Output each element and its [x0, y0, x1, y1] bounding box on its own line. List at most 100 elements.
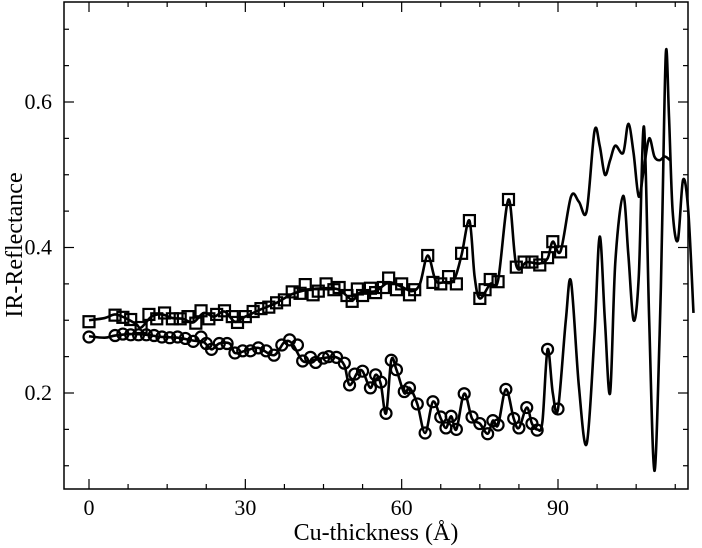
- x-tick-label: 60: [391, 495, 413, 520]
- data-point-square: [142, 307, 156, 322]
- y-tick-label: 0.2: [25, 380, 53, 405]
- data-point-circle: [355, 364, 370, 378]
- data-point-square: [246, 304, 260, 319]
- data-point-square: [298, 278, 312, 292]
- data-point-circle: [481, 427, 495, 441]
- data-point-square: [165, 312, 179, 326]
- data-point-square: [124, 312, 138, 327]
- data-point-circle: [402, 381, 417, 395]
- data-point-square: [285, 285, 299, 299]
- data-point-circle: [342, 378, 357, 392]
- data-point-circle: [444, 409, 458, 423]
- data-point-circle: [108, 328, 122, 343]
- series-lines: [88, 48, 695, 473]
- y-axis-title: IR-Reflectance: [2, 172, 28, 317]
- data-point-square: [277, 293, 292, 307]
- data-point-circle: [410, 397, 424, 411]
- data-point-circle: [551, 402, 565, 416]
- data-point-square: [426, 275, 440, 290]
- data-point-square: [202, 312, 216, 326]
- y-tick-label: 0.6: [25, 89, 53, 114]
- data-point-circle: [379, 406, 393, 420]
- data-point-circle: [220, 336, 234, 351]
- data-point-circle: [296, 354, 310, 368]
- data-point-circle: [363, 381, 377, 395]
- data-point-square: [540, 251, 555, 265]
- data-point-circle: [473, 416, 487, 431]
- data-point-circle: [499, 382, 513, 396]
- data-point-square: [491, 275, 505, 289]
- data-point-circle: [116, 327, 130, 341]
- x-tick-label: 30: [234, 495, 256, 520]
- data-point-square: [210, 307, 224, 322]
- data-point-circle: [520, 400, 534, 415]
- data-point-circle: [212, 336, 226, 351]
- data-point-circle: [124, 328, 138, 342]
- data-point-square: [533, 258, 547, 272]
- series-markers: [82, 192, 568, 441]
- data-point-square: [194, 304, 208, 318]
- data-point-square: [254, 302, 268, 316]
- data-point-circle: [170, 330, 185, 344]
- data-point-square: [270, 296, 284, 310]
- series-line-circle: [88, 48, 695, 473]
- axis-tick-labels: 0 30 60 90 0.2 0.4 0.6: [25, 89, 570, 520]
- data-point-square: [501, 192, 516, 207]
- data-point-square: [355, 288, 370, 303]
- data-point-square: [434, 277, 448, 291]
- data-point-circle: [178, 331, 193, 346]
- data-point-square: [332, 280, 346, 295]
- data-point-square: [108, 308, 122, 322]
- data-point-square: [421, 248, 435, 263]
- y-tick-label: 0.4: [25, 235, 53, 260]
- plot-frame: [63, 1, 689, 490]
- data-point-square: [483, 272, 497, 287]
- data-point-square: [462, 213, 477, 228]
- data-point-circle: [139, 328, 153, 342]
- data-point-circle: [457, 387, 471, 401]
- data-point-square: [408, 283, 422, 297]
- data-point-circle: [374, 375, 388, 389]
- data-point-circle: [290, 338, 305, 352]
- data-point-square: [262, 300, 276, 314]
- x-axis-title: Cu-thickness (Å): [294, 520, 459, 546]
- axis-ticks: [64, 2, 688, 489]
- data-point-square: [441, 270, 456, 284]
- data-point-square: [82, 315, 96, 329]
- data-point-square: [554, 245, 568, 259]
- data-point-circle: [251, 341, 265, 355]
- data-point-circle: [131, 328, 146, 342]
- data-point-circle: [155, 330, 169, 344]
- data-point-square: [454, 246, 469, 260]
- x-tick-label: 90: [547, 495, 569, 520]
- data-point-circle: [426, 395, 440, 409]
- data-point-circle: [163, 331, 177, 345]
- data-point-circle: [228, 346, 242, 360]
- data-point-square: [395, 277, 409, 291]
- data-point-circle: [236, 344, 250, 358]
- data-point-circle: [267, 348, 281, 362]
- data-point-circle: [512, 421, 526, 435]
- data-point-square: [173, 312, 187, 326]
- data-point-square: [546, 235, 560, 249]
- x-tick-label: 0: [84, 495, 95, 520]
- data-point-square: [517, 255, 531, 269]
- data-point-square: [311, 284, 325, 298]
- data-point-square: [525, 255, 539, 269]
- data-point-square: [189, 316, 203, 330]
- data-point-square: [449, 277, 463, 291]
- data-point-circle: [389, 363, 404, 377]
- data-point-circle: [491, 418, 505, 432]
- data-point-circle: [147, 328, 161, 343]
- data-point-square: [116, 310, 130, 324]
- data-point-circle: [530, 423, 544, 437]
- data-point-circle: [540, 342, 555, 356]
- data-point-circle: [243, 344, 258, 358]
- data-point-circle: [449, 422, 463, 436]
- data-point-circle: [82, 330, 96, 344]
- data-point-circle: [418, 426, 432, 440]
- data-point-circle: [337, 356, 351, 370]
- data-point-circle: [322, 350, 336, 364]
- data-point-square: [382, 271, 396, 285]
